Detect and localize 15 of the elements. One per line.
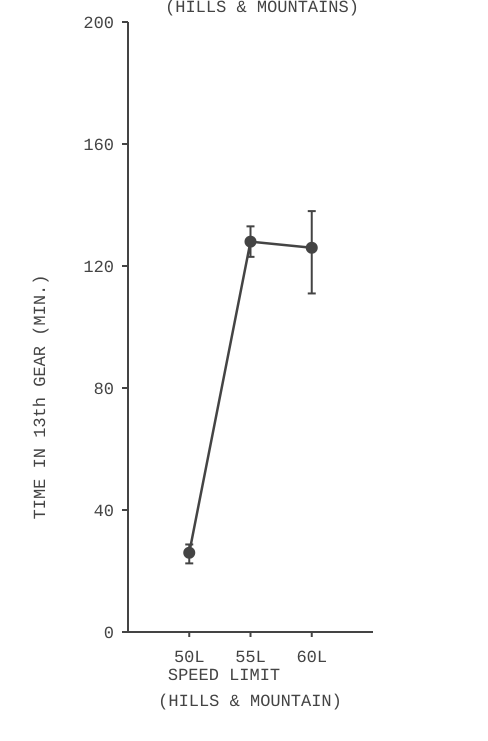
x-tick-label: 55L [235,649,266,668]
point [306,242,318,254]
y-tick-label: 40 [94,502,114,522]
x-tick-label: 60L [296,649,328,668]
point [183,546,196,559]
point [244,236,256,248]
y-tick-label: 160 [83,136,114,156]
y-tick-label: 80 [94,380,114,400]
y-tick-label: 0 [104,624,114,644]
y-tick-label: 200 [83,14,114,34]
x-tick-label: 50L [174,649,205,668]
x-axis-title: SPEED LIMIT (HILLS & MOUNTAIN) [158,667,342,712]
y-axis-title: TIME IN 13th GEAR (MIN.) [32,274,51,520]
y-tick-label: 120 [83,258,114,278]
chart-title: (HILLS & MOUNTAINS) [165,0,359,18]
